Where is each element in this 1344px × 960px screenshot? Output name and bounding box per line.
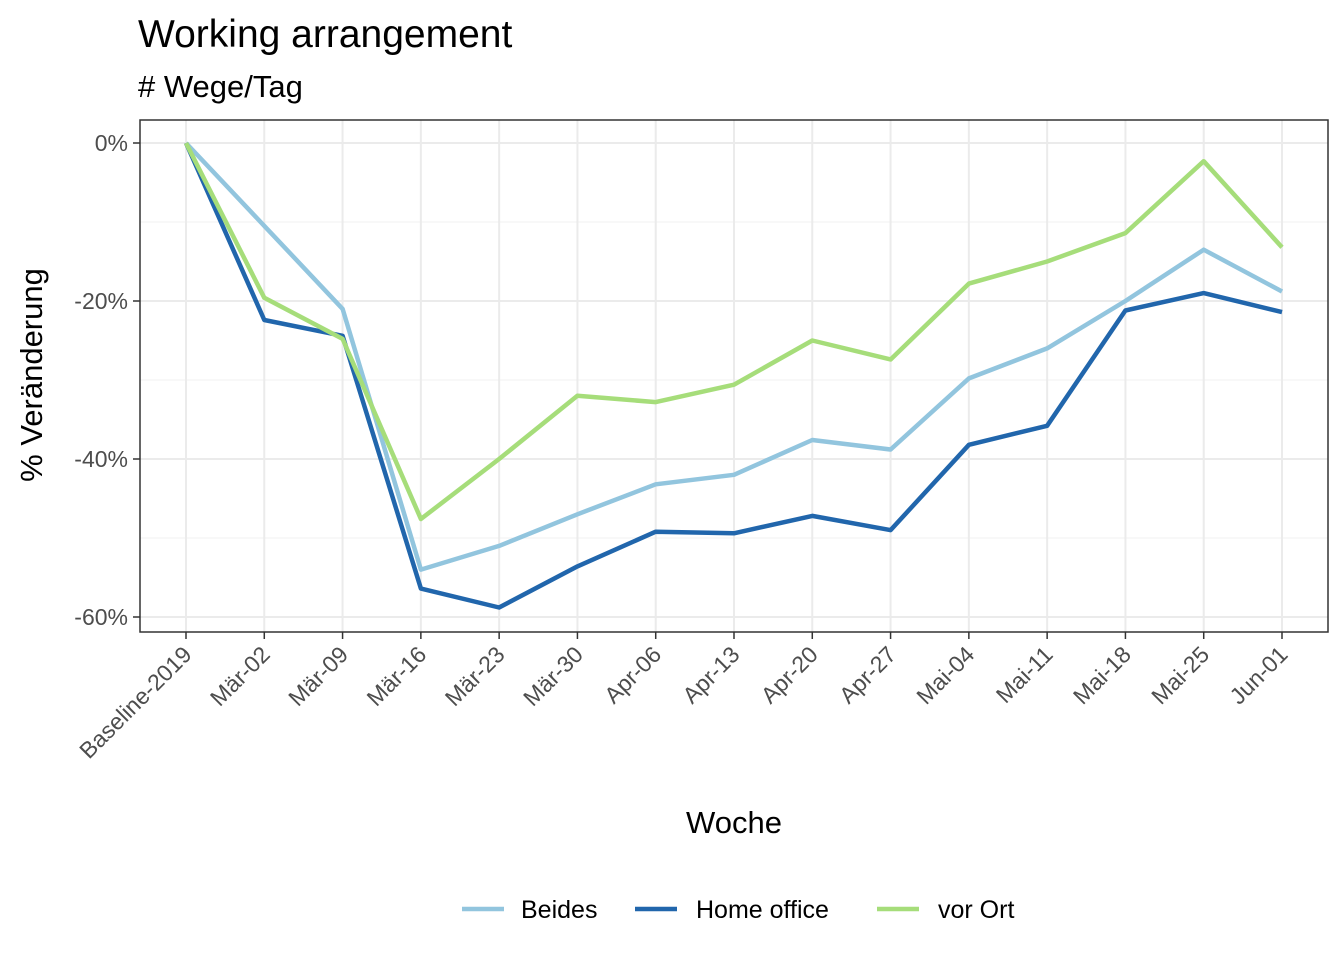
- x-tick-label: Mai-11: [991, 641, 1058, 708]
- y-axis-title: % Veränderung: [14, 268, 49, 482]
- y-tick-label: -20%: [74, 288, 128, 314]
- y-tick-label: -40%: [74, 446, 128, 472]
- legend-label: Beides: [521, 896, 597, 924]
- x-tick-label: Mär-02: [205, 641, 275, 711]
- x-tick-label: Mär-30: [518, 641, 588, 711]
- series-line-home-office: [183, 142, 1283, 610]
- y-tick-label: -60%: [74, 604, 128, 630]
- x-tick-label: Mai-04: [911, 641, 979, 709]
- chart-title: Working arrangement: [138, 13, 512, 56]
- legend-item-beides: Beides: [462, 896, 597, 924]
- plot-area: [139, 119, 1329, 633]
- x-axis-title: Woche: [686, 805, 782, 840]
- legend-label: Home office: [696, 896, 829, 924]
- x-tick-label: Apr-20: [756, 641, 823, 708]
- x-tick-label: Mai-18: [1068, 641, 1136, 709]
- x-axis: Baseline-2019 Mär-02 Mär-09 Mär-16 Mär-23 Mär…: [74, 632, 1293, 764]
- x-tick-label: Baseline-2019: [74, 641, 196, 763]
- series-lines: [183, 141, 1284, 610]
- x-tick-label: Apr-06: [599, 641, 666, 708]
- x-tick-label: Mär-16: [361, 641, 431, 711]
- x-tick-label: Mär-23: [440, 641, 510, 711]
- x-tick-label: Apr-13: [677, 641, 744, 708]
- legend-label: vor Ort: [938, 896, 1014, 924]
- x-tick-label: Jun-01: [1224, 641, 1292, 709]
- legend-item-vor-ort: vor Ort: [877, 896, 1014, 924]
- x-tick-label: Mai-25: [1146, 641, 1214, 709]
- legend: Beides Home office vor Ort: [462, 896, 1014, 924]
- legend-item-home-office: Home office: [635, 896, 829, 924]
- grid: [140, 120, 1328, 632]
- series-line-vor-ort: [183, 141, 1284, 522]
- chart-subtitle: # Wege/Tag: [138, 69, 303, 104]
- x-tick-label: Apr-27: [834, 641, 901, 708]
- y-tick-label: 0%: [95, 130, 128, 156]
- x-tick-label: Mär-09: [283, 641, 353, 711]
- y-axis: 0% -20% -40% -60%: [74, 130, 140, 630]
